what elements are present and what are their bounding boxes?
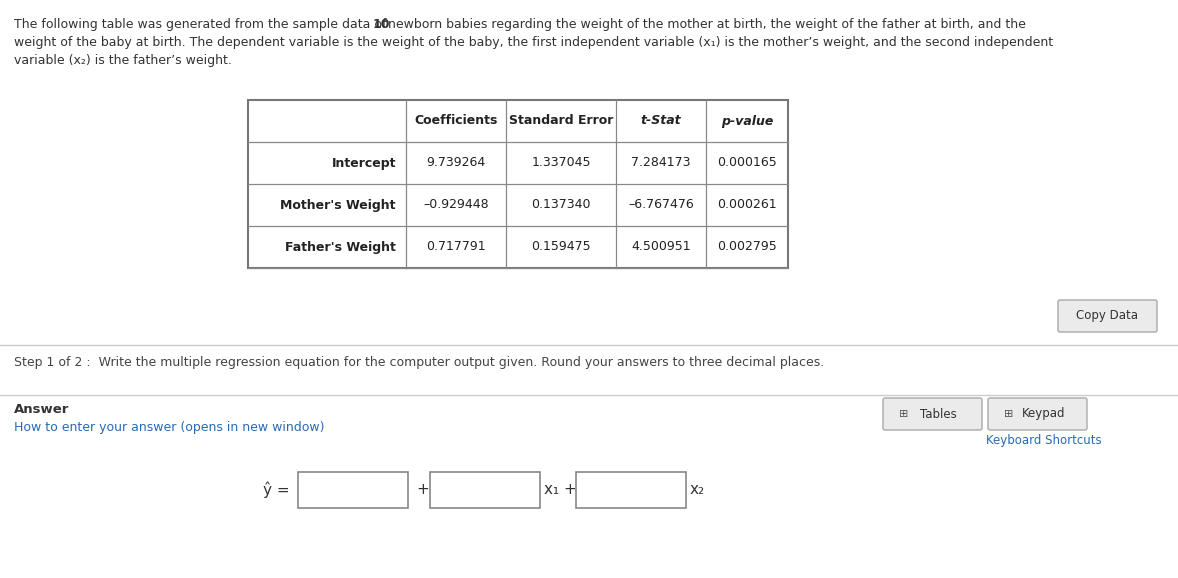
Text: 9.739264: 9.739264 (426, 157, 485, 169)
Text: 0.002795: 0.002795 (717, 240, 776, 254)
Text: 1.337045: 1.337045 (531, 157, 590, 169)
Text: –0.929448: –0.929448 (423, 198, 489, 212)
Text: 0.159475: 0.159475 (531, 240, 591, 254)
Text: –6.767476: –6.767476 (628, 198, 694, 212)
Text: 0.717791: 0.717791 (426, 240, 485, 254)
Text: How to enter your answer (opens in new window): How to enter your answer (opens in new w… (14, 421, 324, 434)
Text: 0.000165: 0.000165 (717, 157, 776, 169)
FancyBboxPatch shape (884, 398, 982, 430)
Text: +: + (416, 483, 429, 498)
Text: 10: 10 (373, 18, 390, 31)
Text: ŷ =: ŷ = (264, 481, 290, 498)
Text: Copy Data: Copy Data (1077, 309, 1138, 323)
Text: Standard Error: Standard Error (509, 114, 614, 128)
FancyBboxPatch shape (988, 398, 1087, 430)
Text: x₁ +: x₁ + (544, 483, 577, 498)
Text: Coefficients: Coefficients (415, 114, 497, 128)
Text: newborn babies regarding the weight of the mother at birth, the weight of the fa: newborn babies regarding the weight of t… (388, 18, 1026, 31)
Text: 0.137340: 0.137340 (531, 198, 590, 212)
Bar (430, 472, 540, 508)
Text: Step 1 of 2 :  Write the multiple regression equation for the computer output gi: Step 1 of 2 : Write the multiple regress… (14, 356, 825, 369)
Text: t-Stat: t-Stat (641, 114, 681, 128)
Text: weight of the baby at birth. The dependent variable is the weight of the baby, t: weight of the baby at birth. The depende… (14, 36, 1053, 49)
Text: The following table was generated from the sample data of: The following table was generated from t… (14, 18, 390, 31)
Text: Keypad: Keypad (1021, 407, 1065, 421)
Text: x₂: x₂ (690, 483, 706, 498)
Text: 0.000261: 0.000261 (717, 198, 776, 212)
Text: 7.284173: 7.284173 (631, 157, 690, 169)
Text: ⊞: ⊞ (899, 409, 908, 419)
Text: ⊞: ⊞ (1004, 409, 1013, 419)
Text: Answer: Answer (14, 403, 70, 416)
Text: 4.500951: 4.500951 (631, 240, 690, 254)
Text: p-value: p-value (721, 114, 773, 128)
Text: Father's Weight: Father's Weight (285, 240, 396, 254)
Text: Keyboard Shortcuts: Keyboard Shortcuts (986, 434, 1101, 447)
Bar (576, 472, 686, 508)
FancyBboxPatch shape (1058, 300, 1157, 332)
Text: Mother's Weight: Mother's Weight (280, 198, 396, 212)
Bar (249, 100, 788, 268)
Text: Tables: Tables (920, 407, 957, 421)
Text: variable (x₂) is the father’s weight.: variable (x₂) is the father’s weight. (14, 54, 232, 67)
Bar (249, 100, 788, 268)
Text: Intercept: Intercept (331, 157, 396, 169)
Bar (298, 472, 408, 508)
